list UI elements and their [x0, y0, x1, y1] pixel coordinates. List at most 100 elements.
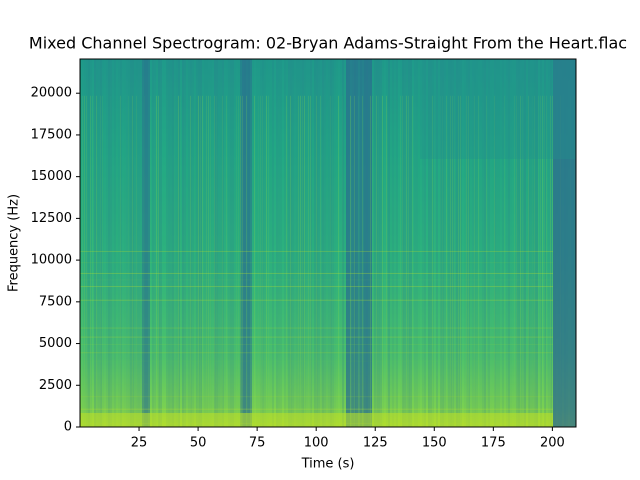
texture-stripe [460, 59, 462, 427]
texture-stripe [146, 59, 148, 427]
texture-band [80, 396, 553, 398]
texture-stripe [214, 59, 216, 427]
texture-stripe [258, 95, 259, 427]
texture-stripe [394, 59, 396, 427]
texture-stripe [98, 59, 100, 427]
texture-stripe [82, 59, 84, 427]
texture-stripe [190, 95, 191, 427]
texture-stripe [480, 59, 482, 427]
texture-stripe [540, 95, 541, 427]
texture-stripe [242, 95, 243, 427]
texture-stripe [312, 59, 314, 427]
texture-stripe [448, 59, 450, 427]
spectrogram-background [80, 59, 576, 427]
texture-stripe [516, 59, 518, 427]
texture-stripe [110, 96, 111, 427]
texture-stripe [458, 59, 460, 427]
texture-stripe [90, 95, 91, 427]
texture-stripe [362, 59, 364, 427]
texture-stripe [478, 95, 479, 427]
texture-stripe [432, 95, 433, 427]
texture-stripe [310, 95, 311, 427]
texture-band [80, 327, 553, 329]
texture-stripe [528, 95, 529, 427]
x-tick-label: 125 [363, 436, 388, 451]
texture-stripe [264, 59, 266, 427]
texture-stripe [332, 59, 334, 427]
texture-stripe [338, 95, 339, 427]
y-tick-label: 20000 [31, 86, 72, 101]
texture-stripe [298, 59, 300, 427]
texture-stripe [386, 59, 388, 427]
texture-stripe [96, 95, 97, 427]
texture-stripe [326, 59, 328, 427]
texture-stripe [494, 59, 496, 427]
texture-stripe [156, 95, 157, 427]
chart-title: Mixed Channel Spectrogram: 02-Bryan Adam… [29, 34, 627, 53]
texture-stripe [550, 95, 551, 427]
texture-stripe [204, 59, 206, 427]
texture-stripe [280, 59, 282, 427]
texture-stripe [516, 95, 517, 427]
texture-stripe [334, 59, 336, 427]
texture-stripe [256, 59, 258, 427]
texture-band [80, 314, 553, 315]
texture-stripe [536, 59, 538, 427]
texture-stripe [390, 59, 392, 427]
texture-stripe [134, 59, 136, 427]
texture-stripe [382, 95, 383, 427]
texture-stripe [172, 59, 174, 427]
texture-stripe [396, 59, 398, 427]
texture-stripe [214, 95, 215, 427]
texture-stripe [336, 59, 338, 427]
texture-stripe [150, 95, 151, 427]
texture-stripe [266, 59, 268, 427]
texture-stripe [520, 59, 522, 427]
texture-stripe [520, 95, 521, 427]
texture-stripe [300, 59, 302, 427]
texture-stripe [236, 95, 237, 427]
texture-stripe [474, 95, 475, 427]
texture-stripe [210, 59, 212, 427]
texture-stripe [268, 59, 270, 427]
texture-stripe [228, 59, 230, 427]
texture-tail [553, 59, 576, 427]
texture-stripe [310, 59, 312, 427]
texture-stripe [272, 59, 274, 427]
texture-stripe [530, 59, 532, 427]
texture-stripe [378, 95, 379, 427]
texture-stripe [196, 96, 197, 427]
texture-stripe [542, 95, 543, 427]
texture-stripe [450, 59, 452, 427]
y-tick-label: 17500 [31, 127, 72, 142]
texture-stripe [258, 59, 260, 427]
texture-stripe [210, 95, 211, 427]
texture-band [80, 299, 553, 301]
texture-stripe [478, 59, 480, 427]
texture-band [80, 360, 553, 362]
texture-stripe [454, 95, 455, 427]
texture-stripe [360, 59, 362, 427]
texture-stripe [320, 59, 322, 427]
texture-stripe [82, 95, 83, 427]
y-tick-label: 2500 [39, 378, 72, 393]
texture-stripe [246, 95, 247, 427]
texture-band [80, 250, 553, 252]
texture-stripe [550, 59, 552, 427]
texture-band [80, 375, 553, 376]
texture-stripe [534, 59, 536, 427]
texture-stripe [356, 59, 358, 427]
texture-stripe [524, 59, 526, 427]
texture-stripe [488, 59, 490, 427]
texture-stripe [290, 59, 292, 427]
texture-stripe [226, 59, 228, 427]
texture-stripe [290, 95, 291, 427]
texture-stripe [174, 59, 176, 427]
texture-stripe [476, 59, 478, 427]
texture-stripe [144, 96, 145, 427]
texture-stripe [152, 59, 154, 427]
texture-stripe [308, 59, 310, 427]
texture-stripe [402, 59, 404, 427]
texture-stripe [96, 59, 98, 427]
texture-stripe [276, 59, 278, 427]
